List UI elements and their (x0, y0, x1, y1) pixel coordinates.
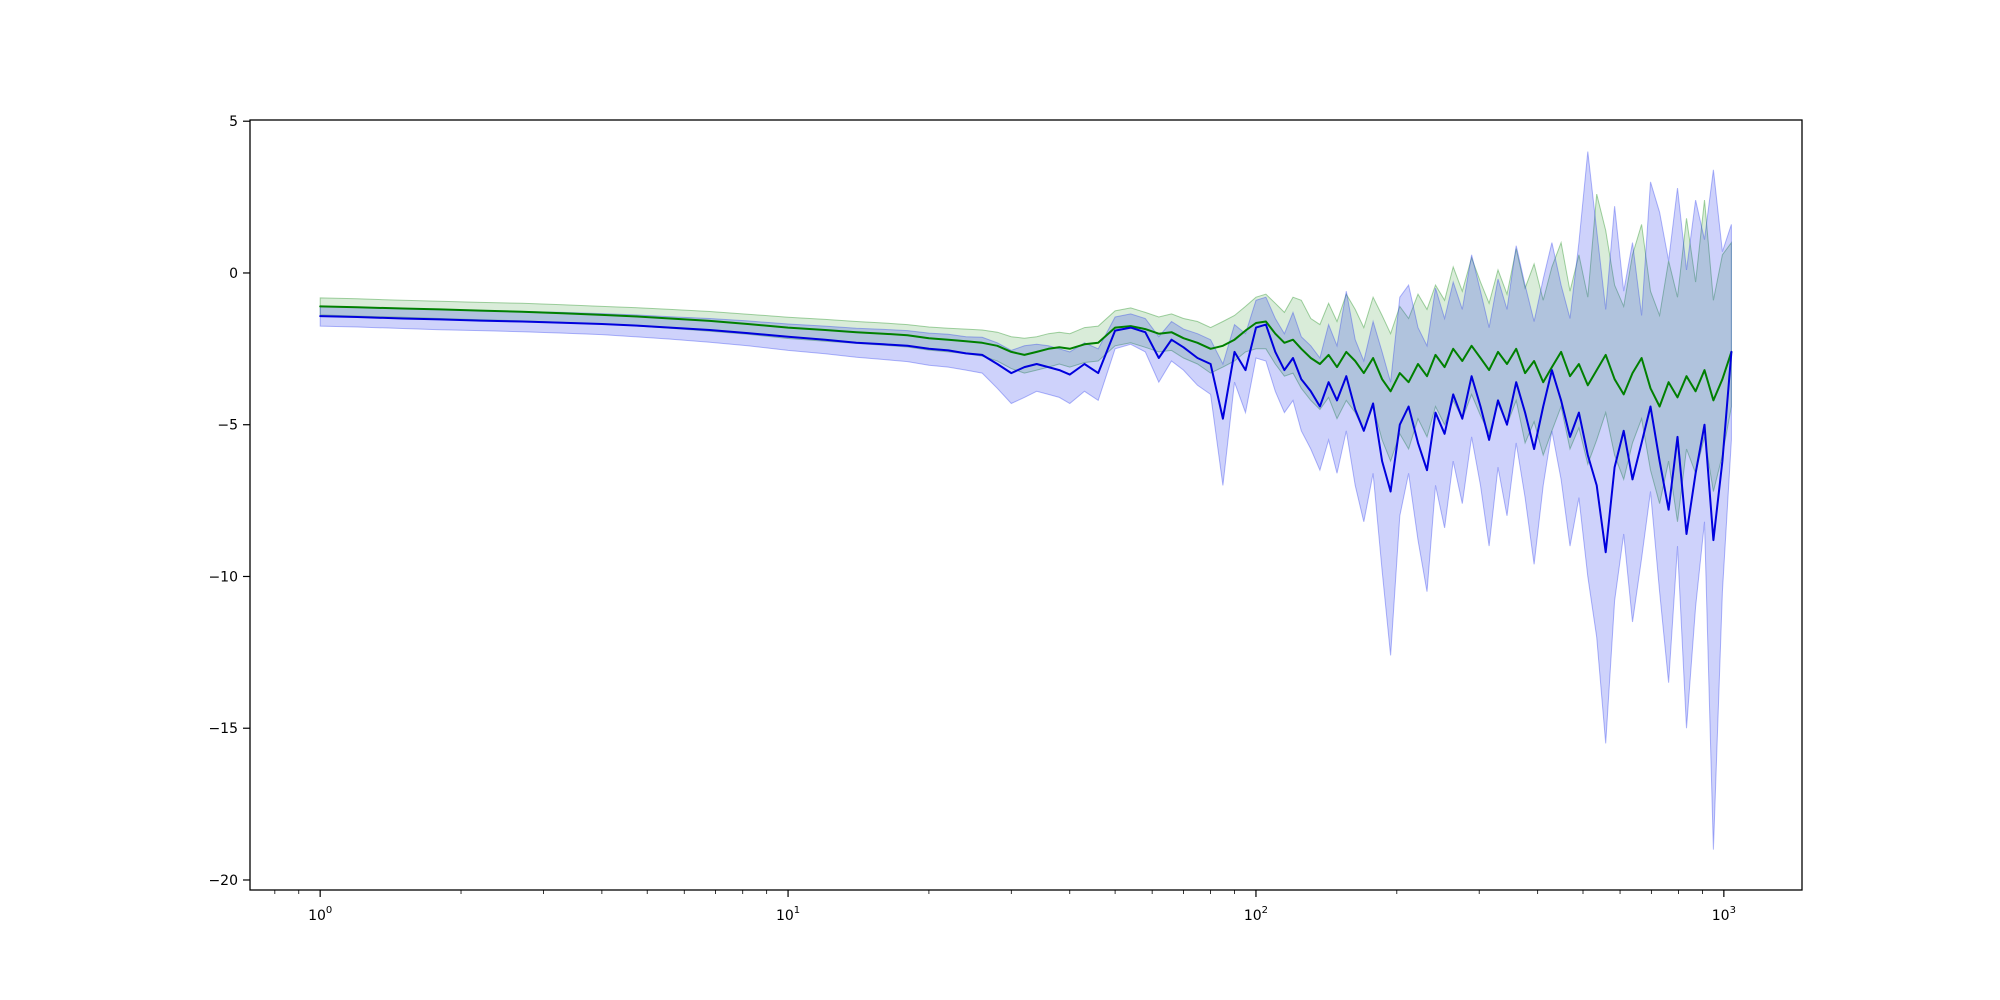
x-tick-label-10e0: 100 (308, 905, 332, 924)
x-tick-label-10e3: 103 (1712, 905, 1736, 924)
confidence-bands (319, 151, 1732, 850)
axes-spines (249, 119, 1803, 891)
y-tick-label-−15: −15 (208, 721, 238, 737)
y-tick-label-−20: −20 (208, 873, 238, 889)
y-tick-label-5: 5 (229, 114, 238, 130)
x-tick-label-10e1: 101 (776, 905, 800, 924)
x-tick-label-10e2: 102 (1244, 905, 1268, 924)
y-tick-label-−5: −5 (217, 418, 238, 434)
series-lines (319, 305, 1733, 554)
blue-series-line (319, 315, 1733, 554)
green-series-band (319, 193, 1732, 522)
green-series-line (319, 305, 1733, 408)
y-tick-label-−10: −10 (208, 569, 238, 585)
y-tick-label-0: 0 (229, 266, 238, 282)
blue-series-band (319, 151, 1732, 850)
axes: 100 101 102 103 5 0 −5 −10 −15 −20 (208, 114, 1803, 924)
